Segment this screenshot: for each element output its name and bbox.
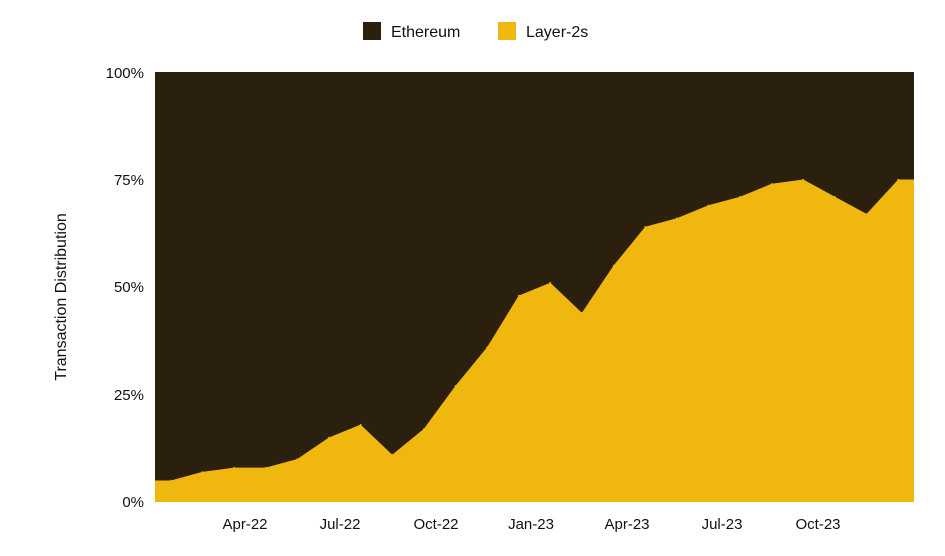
data-point-layer2s — [802, 178, 805, 181]
legend-label-layer2s: Layer-2s — [526, 24, 588, 41]
data-point-layer2s — [264, 466, 267, 469]
legend-swatch-ethereum — [363, 22, 381, 40]
y-tick-label: 25% — [114, 387, 144, 404]
data-point-layer2s — [676, 217, 678, 219]
data-point-layer2s — [296, 458, 299, 460]
data-point-layer2s — [170, 479, 172, 482]
y-axis-title: Transaction Distribution — [53, 213, 70, 380]
data-point-layer2s — [897, 178, 899, 181]
data-point-layer2s — [359, 423, 362, 426]
x-tick-label: Jul-22 — [320, 516, 361, 533]
y-tick-label: 0% — [122, 494, 144, 511]
data-point-layer2s — [834, 195, 836, 198]
data-point-layer2s — [486, 346, 488, 349]
x-tick-label: Jul-23 — [702, 516, 743, 533]
y-tick-label: 50% — [114, 279, 144, 296]
data-point-layer2s — [328, 436, 330, 439]
data-point-layer2s — [739, 195, 741, 198]
x-tick-label: Apr-22 — [222, 516, 267, 533]
x-tick-label: Apr-23 — [604, 516, 649, 533]
data-point-layer2s — [581, 312, 583, 314]
legend-label-ethereum: Ethereum — [391, 24, 460, 41]
x-axis: Apr-22 Jul-22 Oct-22 Jan-23 Apr-23 Jul-2… — [222, 516, 840, 533]
x-tick-label: Oct-22 — [413, 516, 458, 533]
data-point-layer2s — [707, 204, 710, 207]
data-point-layer2s — [233, 466, 235, 469]
y-axis: 0% 25% 50% 75% 100% — [106, 65, 144, 511]
x-tick-label: Oct-23 — [795, 516, 840, 533]
data-point-layer2s — [423, 428, 425, 430]
data-point-layer2s — [865, 213, 868, 215]
legend-swatch-layer2s — [498, 22, 516, 40]
area-layer2s — [155, 179, 914, 502]
y-tick-label: 100% — [106, 65, 144, 82]
data-point-layer2s — [549, 281, 552, 284]
legend: Ethereum Layer-2s — [363, 22, 588, 41]
data-point-layer2s — [612, 264, 615, 267]
data-point-layer2s — [770, 183, 773, 185]
data-point-layer2s — [517, 294, 520, 297]
data-point-layer2s — [201, 471, 204, 473]
data-point-layer2s — [454, 385, 457, 387]
data-point-layer2s — [644, 226, 646, 228]
plot-area — [155, 72, 914, 502]
y-tick-label: 75% — [114, 172, 144, 189]
data-point-layer2s — [391, 453, 394, 456]
x-tick-label: Jan-23 — [508, 516, 554, 533]
